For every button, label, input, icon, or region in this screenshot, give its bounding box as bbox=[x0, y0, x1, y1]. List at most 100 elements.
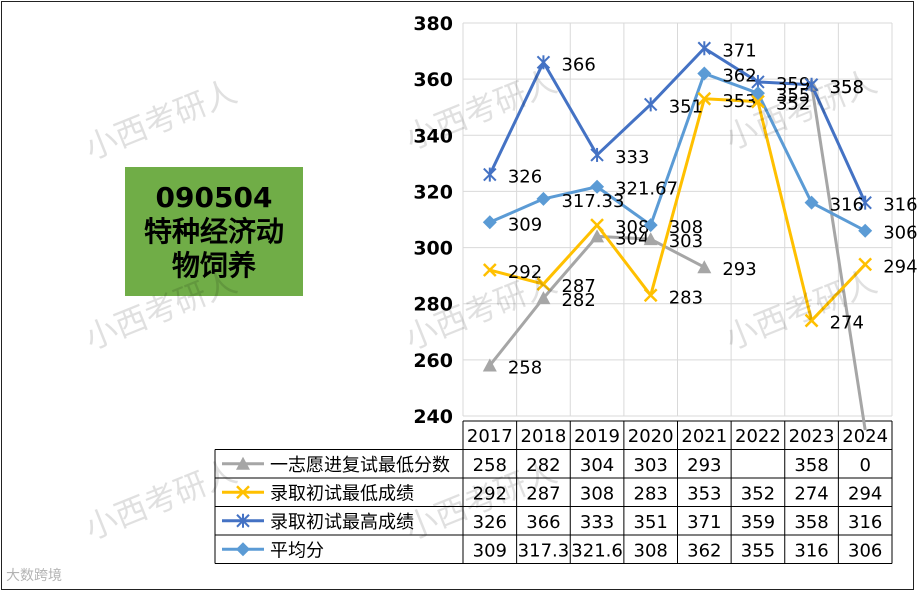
series-3-data-label: 362 bbox=[722, 66, 756, 87]
series-2-point bbox=[643, 97, 658, 112]
series-1-table-value: 308 bbox=[580, 483, 614, 504]
series-3-data-label: 308 bbox=[669, 217, 703, 238]
series-1-data-label: 274 bbox=[830, 313, 864, 334]
series-0-table-value: 0 bbox=[859, 455, 870, 476]
series-3-point bbox=[858, 223, 873, 238]
series-3-data-label: 317.33 bbox=[561, 191, 624, 212]
series-1-point bbox=[590, 218, 604, 232]
y-tick-label: 340 bbox=[413, 125, 453, 147]
y-tick-label: 380 bbox=[413, 13, 453, 35]
series-3-point bbox=[804, 195, 819, 210]
series-3-point bbox=[482, 215, 497, 230]
series-2-data-label: 326 bbox=[508, 167, 542, 188]
series-3-point bbox=[590, 179, 605, 194]
series-2-legend-label: 录取初试最高成绩 bbox=[270, 512, 414, 533]
series-1-table-value: 353 bbox=[687, 483, 721, 504]
series-1-data-label: 353 bbox=[722, 91, 756, 112]
series-2-point bbox=[697, 41, 712, 56]
program-name-line2: 物饲养 bbox=[171, 248, 256, 282]
series-0-table-value: 282 bbox=[526, 455, 560, 476]
series-2-table-value: 333 bbox=[580, 512, 614, 533]
x-tick-label: 2019 bbox=[574, 426, 620, 447]
x-tick-label: 2022 bbox=[735, 426, 781, 447]
series-0-line bbox=[810, 84, 867, 431]
series-2-data-label: 358 bbox=[830, 77, 864, 98]
series-2-table-value: 371 bbox=[687, 512, 721, 533]
series-1-legend-marker bbox=[236, 485, 250, 500]
x-tick-label: 2021 bbox=[681, 426, 727, 447]
x-tick-label: 2024 bbox=[842, 426, 888, 447]
series-1-point bbox=[536, 277, 551, 291]
series-1-table-value: 292 bbox=[473, 483, 507, 504]
series-2-point bbox=[483, 167, 497, 182]
series-1-data-label: 283 bbox=[669, 287, 703, 308]
series-3-data-label: 321.67 bbox=[615, 179, 678, 200]
series-0-table-value: 358 bbox=[794, 455, 828, 476]
series-0-table-value: 304 bbox=[580, 455, 614, 476]
series-0-legend-marker bbox=[236, 456, 250, 470]
series-3-point bbox=[697, 66, 712, 81]
series-0-point bbox=[590, 229, 605, 243]
series-2-point bbox=[536, 55, 551, 70]
series-3-data-label: 316 bbox=[830, 195, 864, 216]
series-1-table-value: 283 bbox=[634, 483, 668, 504]
series-1-point bbox=[858, 257, 873, 272]
series-0-data-label: 304 bbox=[615, 228, 649, 249]
series-1-line bbox=[489, 97, 867, 323]
x-tick-label: 2023 bbox=[789, 426, 835, 447]
series-3-table-value: 306 bbox=[848, 540, 882, 561]
program-code: 090504 bbox=[155, 180, 273, 214]
y-tick-label: 360 bbox=[413, 69, 453, 91]
program-name-line1: 特种经济动 bbox=[143, 214, 284, 248]
series-2-data-label: 333 bbox=[615, 147, 649, 168]
y-tick-label: 260 bbox=[413, 350, 453, 372]
series-1-data-label: 287 bbox=[561, 276, 595, 297]
series-3-legend-label: 平均分 bbox=[270, 540, 324, 561]
series-0-data-label: 258 bbox=[508, 357, 542, 378]
series-3-table-value: 362 bbox=[687, 540, 721, 561]
series-3-data-label: 355 bbox=[776, 85, 810, 106]
series-0-point bbox=[482, 358, 497, 372]
series-0-data-label: 282 bbox=[561, 290, 595, 311]
series-2-data-label: 366 bbox=[561, 54, 595, 75]
series-2-table-value: 358 bbox=[794, 512, 828, 533]
x-tick-label: 2020 bbox=[628, 426, 674, 447]
series-2-data-label: 359 bbox=[776, 74, 810, 95]
series-3-table-value: 321.6 bbox=[571, 540, 623, 561]
series-3-point bbox=[750, 86, 765, 101]
series-3-legend-marker bbox=[236, 542, 250, 557]
series-3-table-value: 308 bbox=[634, 540, 668, 561]
series-2-table-value: 359 bbox=[741, 512, 775, 533]
series-1-data-label: 352 bbox=[776, 94, 810, 115]
series-2-table-value: 366 bbox=[526, 512, 560, 533]
y-tick-label: 280 bbox=[413, 294, 453, 316]
series-0-legend-label: 一志愿进复试最低分数 bbox=[270, 455, 450, 476]
series-0-data-label: 303 bbox=[669, 231, 703, 252]
series-1-table-value: 287 bbox=[526, 483, 560, 504]
series-0-point bbox=[536, 291, 551, 305]
series-3-data-label: 306 bbox=[883, 223, 917, 244]
series-1-point bbox=[751, 94, 765, 109]
series-2-point bbox=[858, 195, 872, 210]
series-2-point bbox=[590, 147, 604, 162]
y-tick-label: 300 bbox=[413, 238, 453, 260]
series-1-table-value: 274 bbox=[794, 483, 828, 504]
x-tick-label: 2017 bbox=[467, 426, 513, 447]
series-1-table-value: 294 bbox=[848, 483, 882, 504]
series-2-data-label: 316 bbox=[883, 195, 917, 216]
series-1-data-label: 308 bbox=[615, 217, 649, 238]
series-3-table-value: 316 bbox=[794, 540, 828, 561]
series-2-data-label: 351 bbox=[669, 96, 703, 117]
series-1-point bbox=[697, 91, 712, 106]
series-0-data-label: 358 bbox=[830, 77, 864, 98]
series-1-table-value: 352 bbox=[741, 483, 775, 504]
series-1-data-label: 294 bbox=[883, 256, 917, 277]
series-2-table-value: 351 bbox=[634, 512, 668, 533]
series-3-point bbox=[643, 218, 658, 233]
series-0-table-value: 258 bbox=[473, 455, 507, 476]
series-2-data-label: 371 bbox=[722, 40, 756, 61]
series-3-table-value: 309 bbox=[473, 540, 507, 561]
series-1-point bbox=[482, 263, 497, 277]
series-1-legend-label: 录取初试最低成绩 bbox=[270, 483, 414, 504]
